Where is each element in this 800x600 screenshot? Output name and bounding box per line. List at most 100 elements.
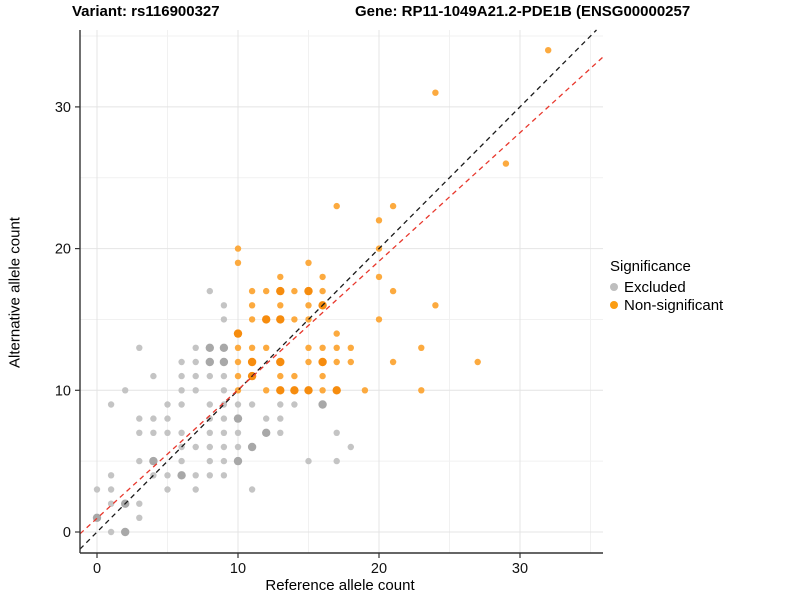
x-tick-label: 0: [93, 561, 101, 577]
data-point-non-significant: [276, 357, 285, 367]
data-point-non-significant: [234, 372, 242, 380]
data-point-excluded: [164, 401, 171, 408]
data-point-non-significant: [234, 259, 242, 266]
legend-item-excluded: Excluded: [610, 278, 723, 296]
x-tick-label: 30: [512, 561, 528, 577]
y-axis-label: Alternative allele count: [6, 217, 24, 368]
data-point-non-significant: [305, 259, 312, 266]
data-point-excluded: [178, 372, 185, 380]
y-tick-label: 20: [55, 242, 71, 258]
data-point-non-significant: [262, 315, 271, 324]
data-point-excluded: [248, 486, 256, 493]
data-point-excluded: [93, 486, 101, 493]
data-point-excluded: [248, 401, 256, 408]
legend-item-label: Excluded: [624, 278, 686, 296]
data-point-non-significant: [474, 358, 481, 366]
data-point-excluded: [263, 415, 270, 422]
data-point-excluded: [205, 357, 214, 367]
non-significant-dot-icon: [610, 301, 618, 309]
data-point-excluded: [247, 442, 257, 452]
x-tick-label: 10: [230, 561, 246, 577]
data-point-excluded: [220, 302, 228, 309]
data-point-non-significant: [248, 316, 256, 323]
y-tick-label: 0: [63, 525, 71, 541]
data-point-non-significant: [361, 387, 369, 394]
data-point-excluded: [277, 401, 284, 408]
data-point-excluded: [136, 429, 143, 436]
data-point-non-significant: [418, 387, 425, 394]
data-point-non-significant: [389, 358, 397, 366]
data-point-excluded: [164, 472, 171, 479]
data-point-excluded: [107, 472, 115, 479]
y-tick-label: 30: [55, 100, 71, 116]
data-point-non-significant: [319, 372, 326, 380]
data-point-excluded: [205, 343, 214, 352]
data-point-excluded: [178, 358, 185, 366]
data-point-non-significant: [319, 387, 326, 394]
data-point-non-significant: [305, 358, 312, 366]
data-point-non-significant: [318, 357, 327, 367]
data-point-non-significant: [276, 286, 285, 296]
data-point-excluded: [192, 472, 199, 479]
data-point-excluded: [220, 443, 228, 451]
x-axis-label: Reference allele count: [265, 577, 415, 594]
x-tick-label: 20: [371, 561, 387, 577]
data-point-non-significant: [333, 330, 340, 337]
data-point-excluded: [206, 372, 213, 380]
data-point-excluded: [150, 372, 157, 380]
data-point-non-significant: [319, 287, 326, 295]
data-point-excluded: [121, 527, 130, 537]
data-point-non-significant: [248, 302, 256, 309]
data-point-excluded: [318, 400, 327, 409]
data-point-non-significant: [333, 344, 340, 351]
data-point-excluded: [234, 443, 242, 451]
data-point-excluded: [136, 514, 143, 521]
data-point-non-significant: [234, 245, 242, 252]
data-point-excluded: [107, 401, 115, 408]
data-point-non-significant: [305, 302, 312, 309]
fit-line: [79, 56, 604, 535]
data-point-excluded: [220, 387, 228, 394]
data-point-excluded: [107, 486, 115, 493]
data-point-non-significant: [290, 386, 299, 395]
data-point-non-significant: [347, 358, 354, 366]
data-point-excluded: [192, 372, 199, 380]
data-point-excluded: [192, 486, 199, 493]
data-point-excluded: [333, 429, 340, 436]
data-point-excluded: [206, 443, 213, 451]
y-tick-label: 10: [55, 383, 71, 399]
legend-item-non-significant: Non-significant: [610, 296, 723, 314]
data-point-excluded: [206, 401, 213, 408]
data-point-excluded: [164, 415, 171, 422]
gene-title: Gene: RP11-1049A21.2-PDE1B (ENSG00000257: [355, 3, 691, 20]
data-point-excluded: [149, 456, 158, 466]
data-point-excluded: [206, 472, 213, 479]
data-point-excluded: [347, 443, 354, 451]
data-point-excluded: [192, 358, 199, 366]
data-point-excluded: [192, 344, 199, 351]
data-point-excluded: [220, 316, 228, 323]
data-point-non-significant: [545, 47, 552, 54]
data-point-non-significant: [277, 302, 284, 309]
data-point-excluded: [206, 429, 213, 436]
data-point-non-significant: [432, 302, 439, 309]
data-point-excluded: [178, 429, 185, 436]
data-point-excluded: [150, 429, 157, 436]
data-point-excluded: [262, 428, 271, 437]
data-point-non-significant: [248, 344, 256, 351]
data-point-non-significant: [319, 273, 326, 281]
legend-title: Significance: [610, 258, 691, 275]
data-point-excluded: [178, 401, 185, 408]
data-point-non-significant: [333, 358, 340, 366]
data-point-excluded: [333, 457, 340, 465]
data-point-excluded: [233, 414, 243, 423]
data-point-non-significant: [263, 344, 270, 351]
identity-line: [79, 29, 597, 550]
data-point-non-significant: [432, 89, 439, 96]
legend: Significance Excluded Non-significant: [610, 258, 723, 314]
data-point-non-significant: [375, 273, 383, 281]
data-point-excluded: [107, 500, 115, 507]
data-point-non-significant: [263, 287, 270, 295]
data-point-non-significant: [304, 386, 313, 395]
data-point-non-significant: [233, 329, 243, 338]
